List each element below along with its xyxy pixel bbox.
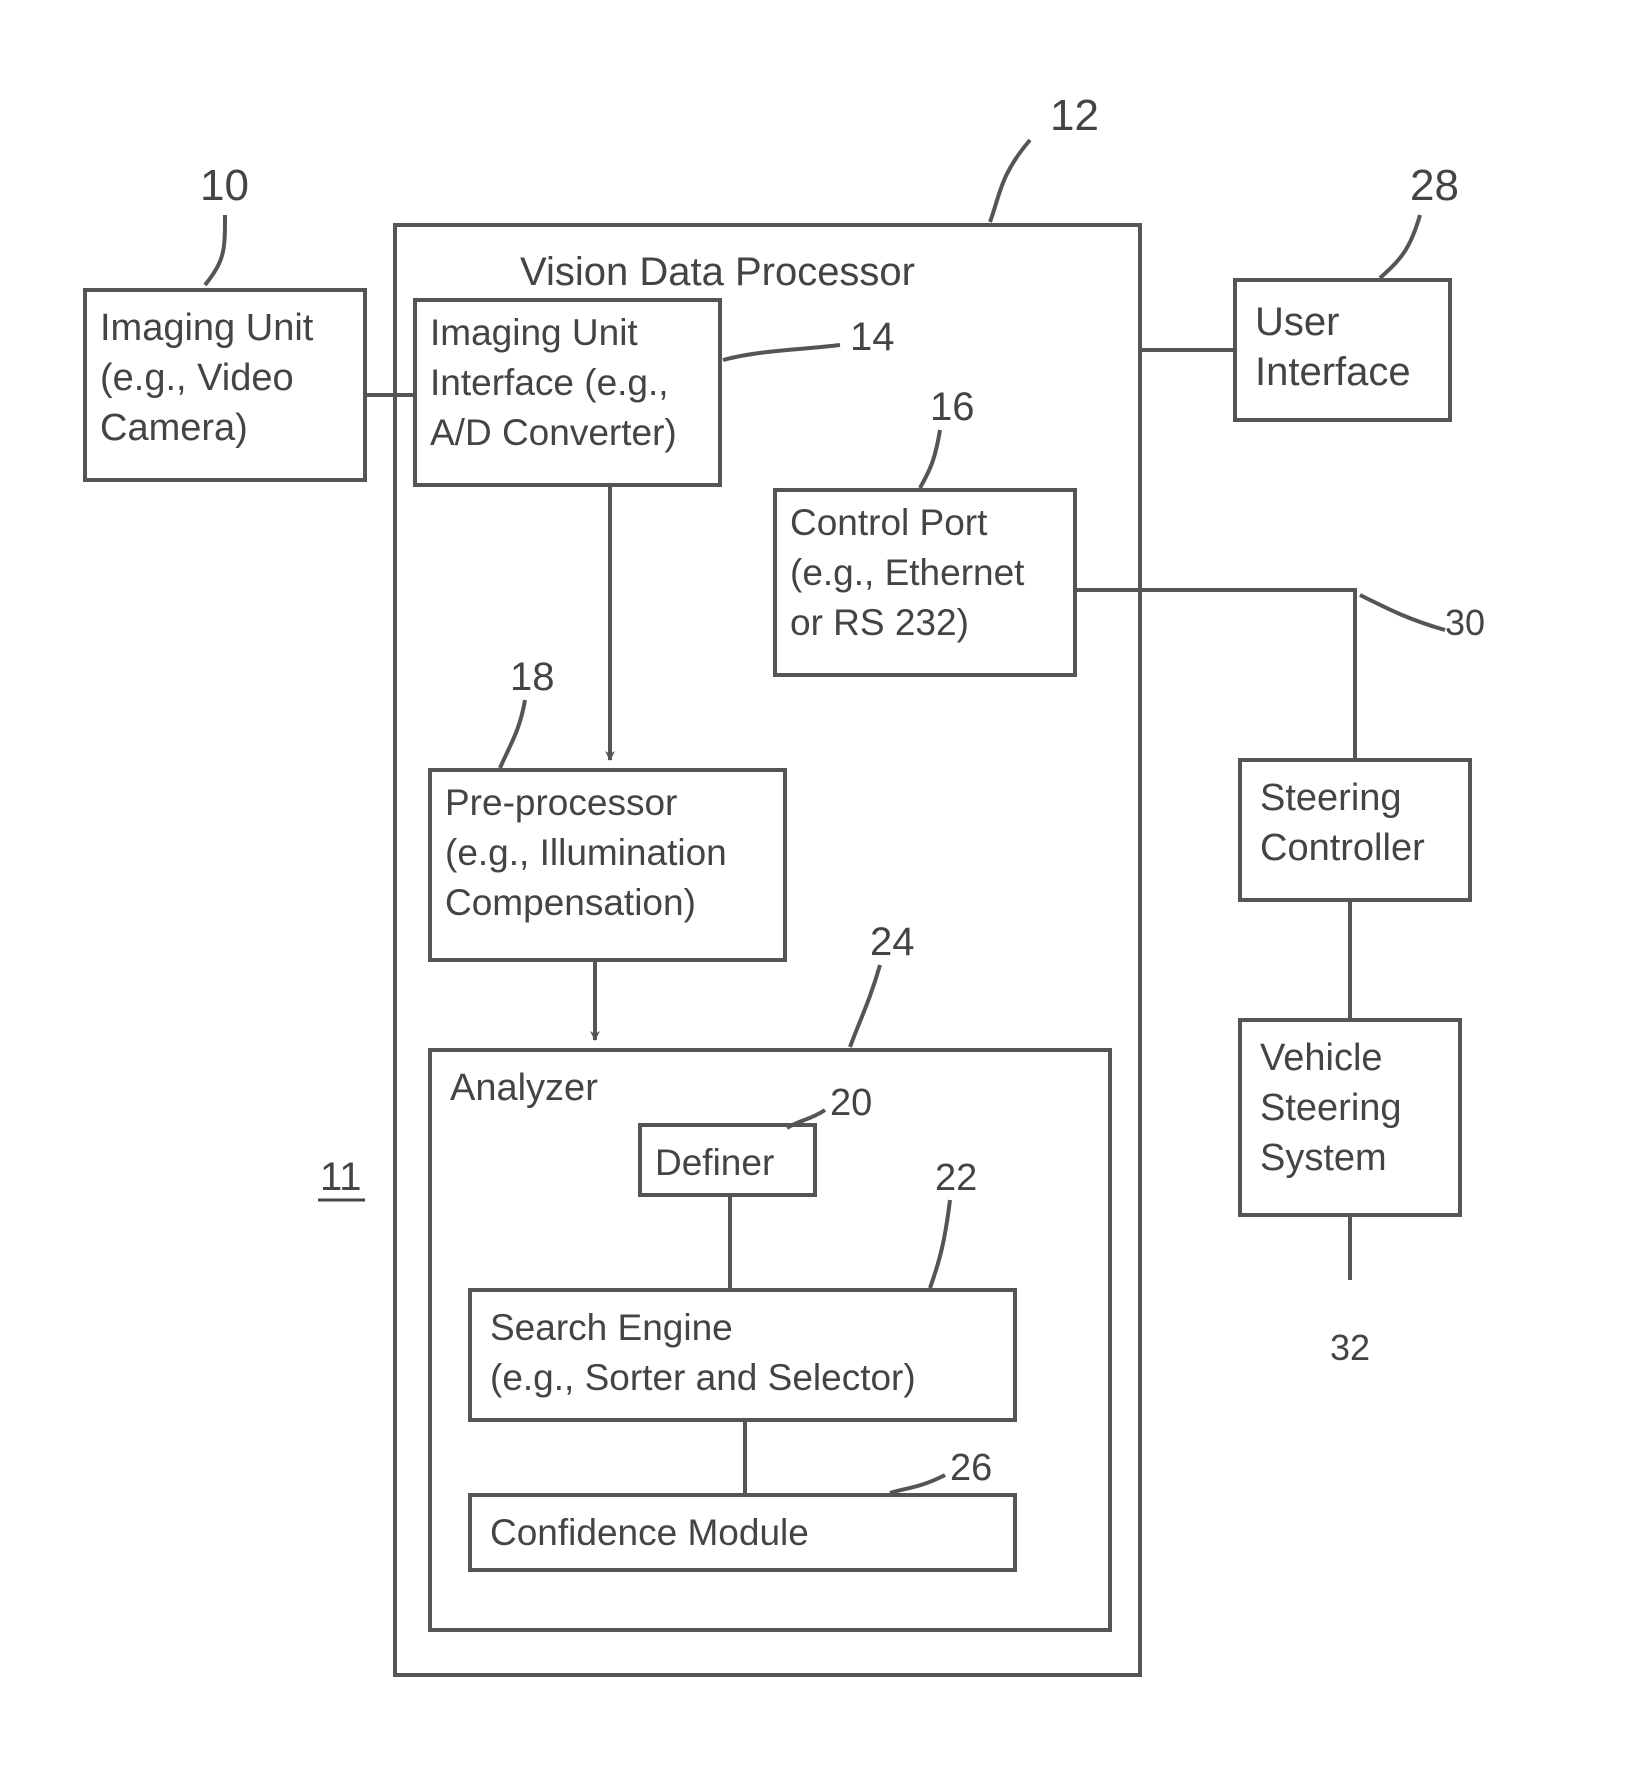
cp-l3: or RS 232)	[790, 602, 969, 643]
iui-l2: Interface (e.g.,	[430, 362, 669, 403]
ref-30: 30	[1445, 602, 1485, 643]
leader-26	[890, 1475, 945, 1493]
vss-l2: Steering	[1260, 1087, 1402, 1129]
leader-12	[990, 140, 1030, 222]
imaging-unit-l2: (e.g., Video	[100, 357, 294, 399]
vss-l3: System	[1260, 1137, 1387, 1179]
ref-14: 14	[850, 315, 895, 359]
se-l2: (e.g., Sorter and Selector)	[490, 1357, 916, 1398]
ref-20: 20	[830, 1082, 872, 1124]
ref-10: 10	[200, 161, 249, 210]
iui-l3: A/D Converter)	[430, 412, 677, 453]
ref-26: 26	[950, 1447, 992, 1489]
leader-22	[930, 1200, 950, 1288]
ui-l1: User	[1255, 300, 1339, 344]
sc-l2: Controller	[1260, 827, 1425, 869]
leader-14	[723, 345, 840, 360]
vdp-title: Vision Data Processor	[520, 250, 915, 294]
diagram-canvas: Vision Data Processor Imaging Unit (e.g.…	[0, 0, 1643, 1776]
leader-24	[850, 965, 880, 1047]
ref-12: 12	[1050, 91, 1099, 140]
conn-cp-sc	[1075, 590, 1355, 760]
vss-l1: Vehicle	[1260, 1037, 1383, 1079]
iui-l1: Imaging Unit	[430, 312, 638, 353]
ref-24: 24	[870, 920, 915, 964]
leader-16	[920, 430, 940, 488]
ref-18: 18	[510, 655, 555, 699]
pp-l1: Pre-processor	[445, 782, 677, 823]
ref-28: 28	[1410, 161, 1459, 210]
cp-l2: (e.g., Ethernet	[790, 552, 1025, 593]
cm-label: Confidence Module	[490, 1512, 809, 1553]
leader-28	[1380, 215, 1420, 278]
ref-16: 16	[930, 385, 975, 429]
imaging-unit-l3: Camera)	[100, 407, 248, 449]
leader-18	[500, 700, 525, 768]
cp-l1: Control Port	[790, 502, 988, 543]
leader-30	[1360, 595, 1445, 630]
se-l1: Search Engine	[490, 1307, 733, 1348]
definer-label: Definer	[655, 1142, 774, 1183]
pp-l2: (e.g., Illumination	[445, 832, 727, 873]
imaging-unit-l1: Imaging Unit	[100, 307, 314, 349]
ui-l2: Interface	[1255, 350, 1411, 394]
ref-11: 11	[320, 1155, 362, 1199]
pp-l3: Compensation)	[445, 882, 696, 923]
leader-10	[205, 215, 225, 285]
analyzer-title: Analyzer	[450, 1067, 598, 1109]
sc-l1: Steering	[1260, 777, 1402, 819]
ref-22: 22	[935, 1157, 977, 1199]
ref-32: 32	[1330, 1327, 1370, 1368]
